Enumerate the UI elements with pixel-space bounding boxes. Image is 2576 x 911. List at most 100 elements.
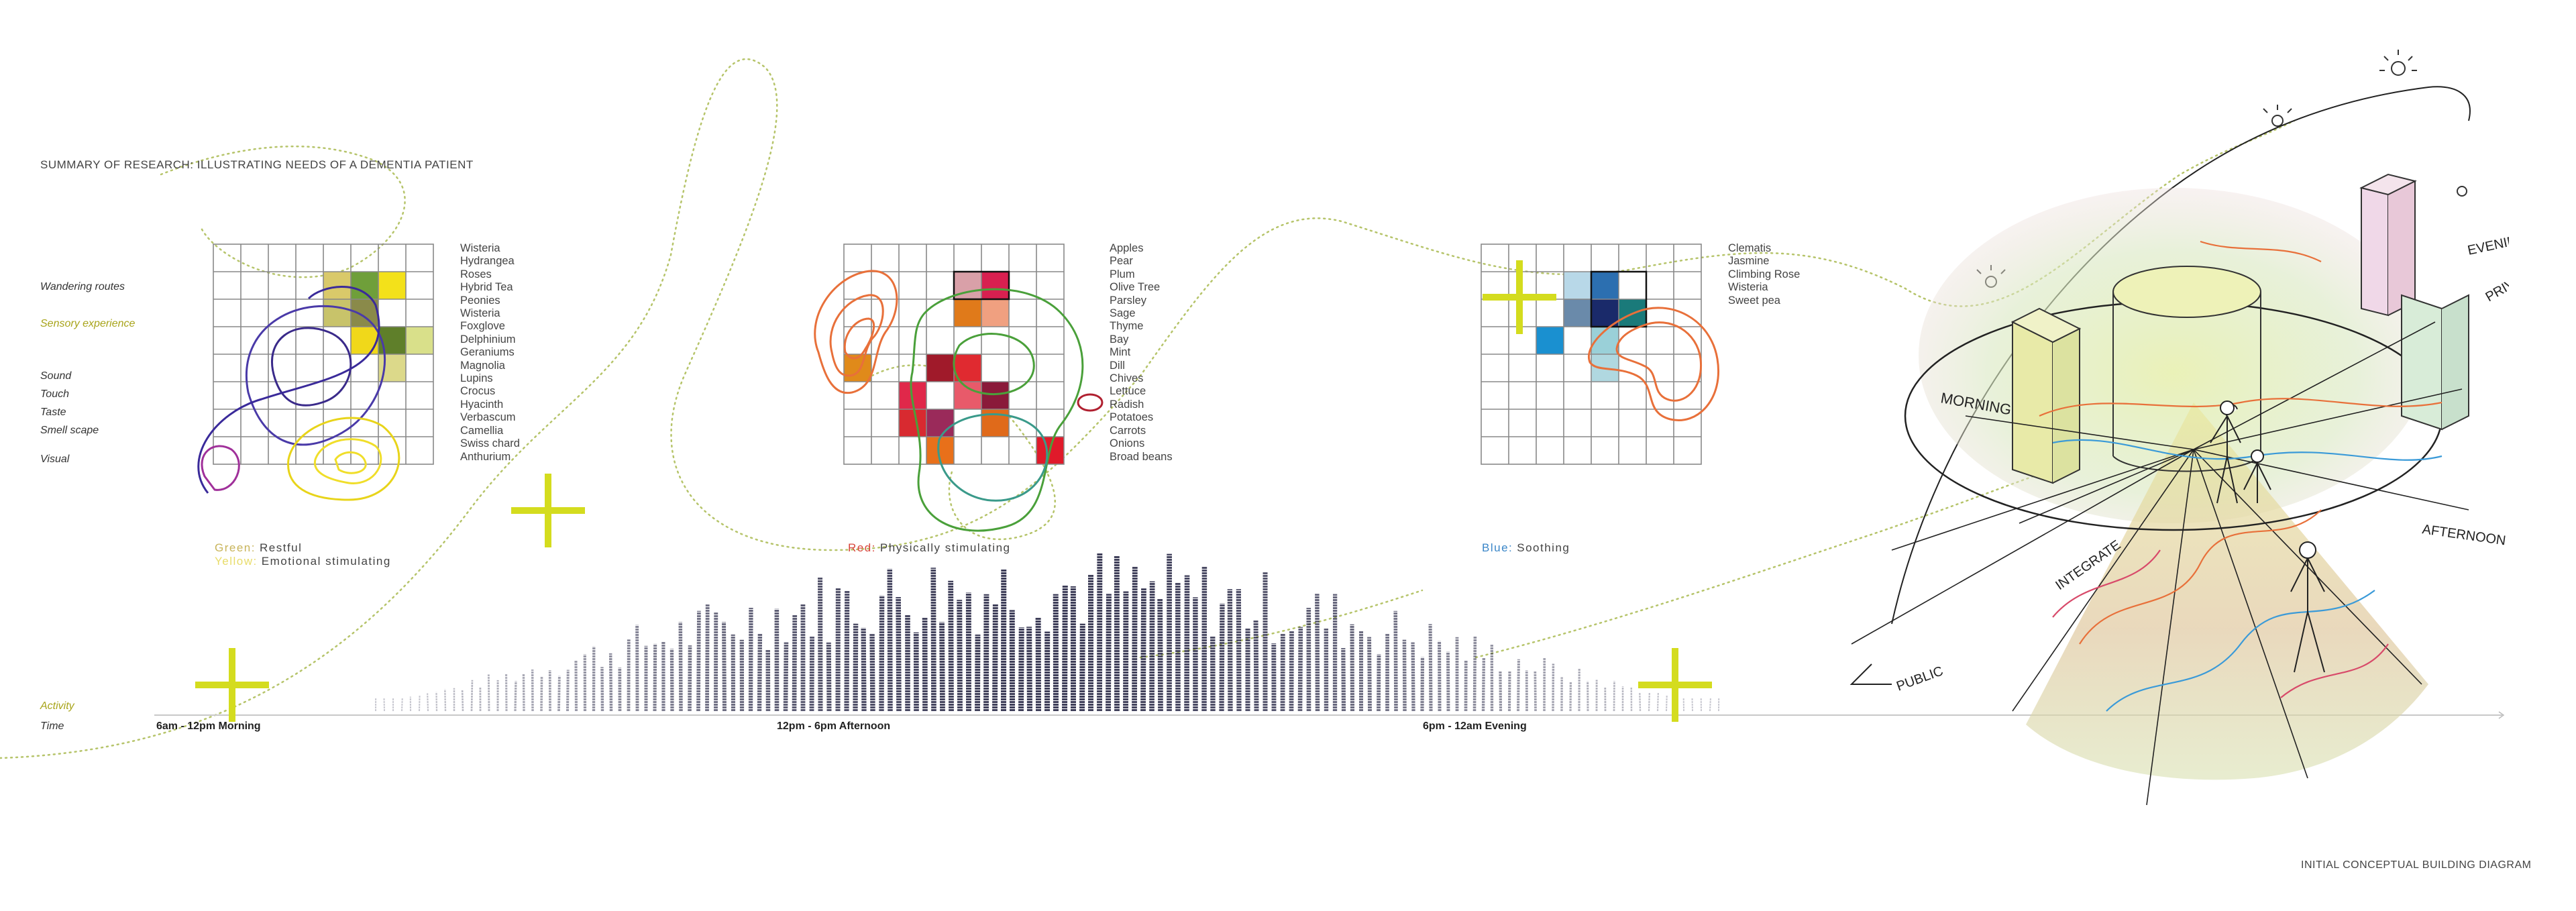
- legend-red: Red: Physically stimulating: [848, 541, 1010, 555]
- plant-item: Clematis: [1728, 242, 1772, 254]
- plant-item: Wisteria: [460, 307, 500, 320]
- legend-key: Red:: [848, 541, 876, 554]
- activity-bar: [705, 604, 710, 712]
- row-label-wandering: Wandering routes: [40, 281, 125, 292]
- activity-bar: [1315, 594, 1320, 712]
- legend-text: Restful: [259, 541, 303, 554]
- legend-key: Yellow:: [215, 555, 258, 568]
- activity-bar: [1140, 588, 1146, 712]
- plant-item: Roses: [460, 268, 492, 280]
- activity-bars: [375, 553, 1720, 712]
- activity-bar: [1341, 648, 1346, 712]
- activity-bar: [1079, 623, 1085, 712]
- activity-bar: [608, 653, 613, 712]
- plant-item: Peonies: [460, 294, 500, 307]
- row-label-taste: Taste: [40, 407, 66, 418]
- plant-item: Jasmine: [1728, 255, 1770, 268]
- row-label-time: Time: [40, 720, 64, 732]
- activity-bar: [1367, 637, 1372, 712]
- conceptual-building-sketch: MORNING EVENING PRIVATE AFTERNOON INTEGR…: [1849, 50, 2509, 806]
- activity-bar: [678, 622, 683, 712]
- activity-bar: [1481, 657, 1486, 712]
- legend-green: Green: Restful: [215, 541, 302, 555]
- plant-item: Hydrangea: [460, 255, 515, 268]
- activity-bar: [1026, 627, 1032, 712]
- activity-bar: [879, 595, 885, 712]
- activity-bar: [1402, 639, 1407, 712]
- activity-bar: [461, 690, 464, 712]
- activity-bar: [1648, 692, 1650, 712]
- page-heading: SUMMARY OF RESEARCH: ILLUSTRATING NEEDS …: [40, 158, 474, 171]
- activity-bar: [939, 622, 945, 712]
- activity-bar: [1709, 697, 1711, 712]
- garden-grid-stimulating: [814, 244, 1104, 532]
- activity-bar: [757, 633, 763, 712]
- plant-item: Potatoes: [1110, 411, 1154, 424]
- garden-grid-soothing: [1481, 244, 1719, 465]
- plant-item: Geraniums: [460, 346, 515, 359]
- row-label-sound: Sound: [40, 370, 72, 382]
- plant-item: Verbascum: [460, 411, 516, 424]
- plant-item: Crocus: [460, 385, 496, 398]
- activity-bar: [435, 692, 438, 712]
- plant-item: Lettuce: [1110, 385, 1146, 398]
- legend-text: Soothing: [1517, 541, 1570, 554]
- activity-bar: [1106, 594, 1112, 712]
- plant-item: Swiss chard: [460, 437, 520, 450]
- plant-item: Camellia: [460, 424, 504, 437]
- activity-bar: [427, 693, 429, 712]
- activity-bar: [540, 677, 543, 712]
- plant-item: Magnolia: [460, 359, 505, 372]
- activity-bar: [826, 642, 832, 712]
- activity-bar: [522, 674, 525, 712]
- plant-item: Foxglove: [460, 320, 505, 333]
- plant-item: Radish: [1110, 398, 1144, 411]
- activity-bar: [1472, 636, 1477, 712]
- plant-item: Chives: [1110, 372, 1144, 385]
- activity-bar: [1691, 697, 1693, 712]
- sketch-label-evening: EVENING: [2466, 231, 2509, 258]
- activity-bar: [1499, 671, 1503, 712]
- sketch-label-public: PUBLIC: [1894, 663, 1945, 694]
- activity-bar: [992, 604, 998, 712]
- plus-icon: [195, 648, 269, 722]
- time-label-afternoon: 12pm - 6pm Afternoon: [777, 720, 891, 732]
- legend-text: Physically stimulating: [879, 541, 1011, 554]
- activity-bar: [1018, 627, 1024, 712]
- plant-item: Thyme: [1110, 320, 1144, 333]
- plant-item: Onions: [1110, 437, 1145, 450]
- legend-key: Green:: [215, 541, 256, 554]
- row-label-sensory: Sensory experience: [40, 318, 136, 329]
- plant-item: Hybrid Tea: [460, 281, 513, 294]
- activity-bar: [696, 610, 701, 712]
- activity-bar: [1393, 610, 1398, 712]
- activity-bar: [896, 596, 902, 712]
- plant-item: Carrots: [1110, 424, 1146, 437]
- row-label-smell: Smell scape: [40, 425, 99, 436]
- row-label-activity: Activity: [40, 700, 74, 712]
- legend-key: Blue:: [1482, 541, 1513, 554]
- plant-item: Bay: [1110, 333, 1129, 345]
- legend-blue: Blue: Soothing: [1482, 541, 1570, 555]
- plant-item: Hyacinth: [460, 398, 504, 411]
- activity-bar: [487, 674, 490, 712]
- activity-bar: [514, 681, 517, 712]
- plant-item: Delphinium: [460, 333, 516, 345]
- plant-item: Olive Tree: [1110, 281, 1161, 294]
- plant-list-restful: Wisteria Hydrangea Roses Hybrid Tea Peon…: [460, 242, 520, 464]
- activity-bar: [869, 634, 875, 712]
- activity-bar: [853, 623, 859, 712]
- garden-grid-restful: [197, 244, 434, 501]
- activity-bar: [1428, 624, 1433, 712]
- row-label-touch: Touch: [40, 388, 69, 400]
- footer-caption: INITIAL CONCEPTUAL BUILDING DIAGRAM: [2301, 859, 2532, 871]
- plant-item: Climbing Rose: [1728, 268, 1801, 280]
- plant-item: Parsley: [1110, 294, 1147, 307]
- plant-item: Plum: [1110, 268, 1135, 280]
- plant-item: Wisteria: [460, 242, 500, 254]
- plant-list-soothing: Clematis Jasmine Climbing Rose Wisteria …: [1728, 242, 1800, 307]
- legend-text: Emotional stimulating: [261, 555, 391, 568]
- activity-bar: [1534, 671, 1537, 712]
